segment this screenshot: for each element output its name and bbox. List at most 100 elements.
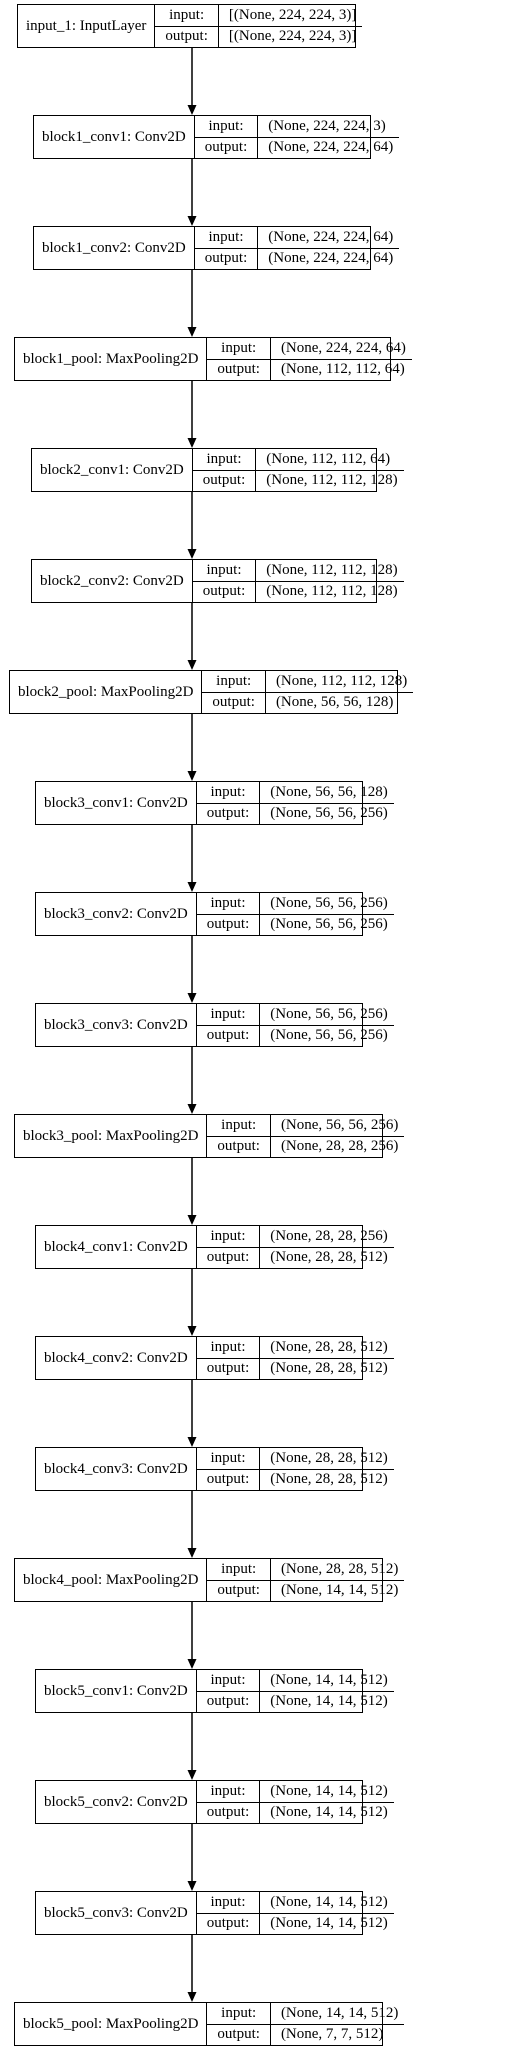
output-shape: (None, 112, 112, 128) — [266, 472, 398, 489]
output-port-label: output: — [212, 694, 255, 711]
arrowhead — [187, 993, 197, 1003]
output-shape: (None, 56, 56, 256) — [270, 805, 388, 822]
layer-name: block4_conv3: Conv2D — [36, 1448, 197, 1490]
output-port-label: output: — [217, 1138, 260, 1155]
arrowhead — [187, 882, 197, 892]
layer-node-block2-conv1: block2_conv1: Conv2D input: output: (None, … — [31, 448, 404, 492]
edge-arrow — [187, 492, 197, 559]
output-shape: (None, 7, 7, 512) — [280, 2026, 384, 2043]
input-shape: (None, 14, 14, 512) — [270, 2003, 405, 2025]
input-shape: (None, 14, 14, 512) — [260, 1892, 394, 1914]
input-port-label: input: — [207, 1559, 270, 1581]
output-port-label: output: — [206, 1915, 250, 1932]
layer-name: block3_conv3: Conv2D — [36, 1004, 197, 1046]
layer-name: block2_conv1: Conv2D — [32, 449, 193, 491]
output-shape: (None, 224, 224, 64) — [268, 250, 394, 267]
arrowhead — [187, 1326, 197, 1336]
arrowhead — [187, 1881, 197, 1891]
arrowhead — [187, 1437, 197, 1447]
input-port-label: input: — [192, 449, 256, 471]
input-shape: (None, 14, 14, 512) — [260, 1781, 394, 1803]
edge-arrow — [187, 1713, 197, 1780]
input-port-label: input: — [194, 227, 258, 249]
layer-name: block2_conv2: Conv2D — [32, 560, 193, 602]
arrowhead — [187, 1215, 197, 1225]
layer-name: block1_pool: MaxPooling2D — [15, 338, 208, 380]
input-shape: (None, 56, 56, 256) — [270, 1115, 405, 1137]
input-shape: (None, 28, 28, 512) — [270, 1559, 405, 1581]
input-shape: (None, 224, 224, 3) — [258, 116, 400, 138]
output-port-label: output: — [206, 1249, 250, 1266]
arrowhead — [187, 660, 197, 670]
output-port-label: output: — [206, 1027, 250, 1044]
layer-name: block1_conv1: Conv2D — [34, 116, 195, 158]
output-port-label: output: — [206, 1804, 250, 1821]
input-shape: (None, 56, 56, 256) — [260, 1004, 394, 1026]
output-shape: [(None, 224, 224, 3)] — [228, 28, 357, 45]
layer-node-block4-conv3: block4_conv3: Conv2D input: output: (None, … — [35, 1447, 394, 1491]
output-shape: (None, 28, 28, 512) — [270, 1360, 388, 1377]
edge-arrow — [187, 603, 197, 670]
layer-node-block4-conv2: block4_conv2: Conv2D input: output: (None, … — [35, 1336, 394, 1380]
input-shape: (None, 28, 28, 256) — [260, 1226, 394, 1248]
layer-node-block3-conv3: block3_conv3: Conv2D input: output: (None, … — [35, 1003, 394, 1047]
input-port-label: input: — [202, 671, 265, 693]
arrowhead — [187, 1659, 197, 1669]
output-shape: (None, 56, 56, 256) — [270, 916, 388, 933]
output-shape: (None, 28, 28, 256) — [280, 1138, 399, 1155]
input-shape: (None, 14, 14, 512) — [260, 1670, 394, 1692]
layer-name: block5_conv3: Conv2D — [36, 1892, 197, 1934]
input-shape: (None, 112, 112, 128) — [265, 671, 414, 693]
layer-name: input_1: InputLayer — [18, 5, 156, 47]
output-shape: (None, 28, 28, 512) — [270, 1249, 388, 1266]
layer-node-block5-pool: block5_pool: MaxPooling2D input: output: (N… — [14, 2002, 405, 2046]
edge-arrow — [187, 1602, 197, 1669]
input-port-label: input: — [196, 1670, 260, 1692]
input-port-label: input: — [155, 5, 218, 27]
input-shape: (None, 224, 224, 64) — [270, 338, 412, 360]
output-shape: (None, 56, 56, 256) — [270, 1027, 388, 1044]
layer-name: block4_pool: MaxPooling2D — [15, 1559, 208, 1601]
output-port-label: output: — [206, 916, 250, 933]
output-shape: (None, 14, 14, 512) — [280, 1582, 399, 1599]
arrowhead — [187, 1548, 197, 1558]
arrowhead — [187, 771, 197, 781]
output-port-label: output: — [217, 361, 260, 378]
output-port-label: output: — [206, 1360, 250, 1377]
output-port-label: output: — [165, 28, 208, 45]
edge-arrow — [187, 48, 197, 115]
output-shape: (None, 112, 112, 64) — [280, 361, 405, 378]
output-port-label: output: — [217, 1582, 260, 1599]
edge-arrow — [187, 825, 197, 892]
arrowhead — [187, 1104, 197, 1114]
input-port-label: input: — [196, 782, 260, 804]
layer-node-block1-conv1: block1_conv1: Conv2D input: output: (None, … — [33, 115, 400, 159]
input-shape: (None, 56, 56, 128) — [260, 782, 394, 804]
output-shape: (None, 14, 14, 512) — [270, 1693, 388, 1710]
output-shape: (None, 14, 14, 512) — [270, 1804, 388, 1821]
input-shape: (None, 224, 224, 64) — [258, 227, 400, 249]
output-port-label: output: — [206, 805, 250, 822]
input-port-label: input: — [207, 2003, 270, 2025]
edge-arrow — [187, 1269, 197, 1336]
edge-arrow — [187, 1491, 197, 1558]
input-port-label: input: — [196, 1226, 260, 1248]
layer-node-block2-conv2: block2_conv2: Conv2D input: output: (None, … — [31, 559, 404, 603]
layer-name: block5_conv1: Conv2D — [36, 1670, 197, 1712]
layer-node-block5-conv3: block5_conv3: Conv2D input: output: (None, … — [35, 1891, 394, 1935]
layer-name: block5_pool: MaxPooling2D — [15, 2003, 208, 2045]
layer-name: block4_conv2: Conv2D — [36, 1337, 197, 1379]
layer-name: block2_pool: MaxPooling2D — [10, 671, 203, 713]
layer-node-block5-conv2: block5_conv2: Conv2D input: output: (None, … — [35, 1780, 394, 1824]
layer-name: block5_conv2: Conv2D — [36, 1781, 197, 1823]
input-shape: (None, 112, 112, 128) — [256, 560, 404, 582]
input-port-label: input: — [194, 116, 258, 138]
edge-arrow — [187, 936, 197, 1003]
layer-node-block3-pool: block3_pool: MaxPooling2D input: output: (N… — [14, 1114, 405, 1158]
edge-arrow — [187, 1380, 197, 1447]
input-port-label: input: — [196, 1337, 260, 1359]
layer-name: block3_pool: MaxPooling2D — [15, 1115, 208, 1157]
layer-node-block4-pool: block4_pool: MaxPooling2D input: output: (N… — [14, 1558, 405, 1602]
arrowhead — [187, 1992, 197, 2002]
